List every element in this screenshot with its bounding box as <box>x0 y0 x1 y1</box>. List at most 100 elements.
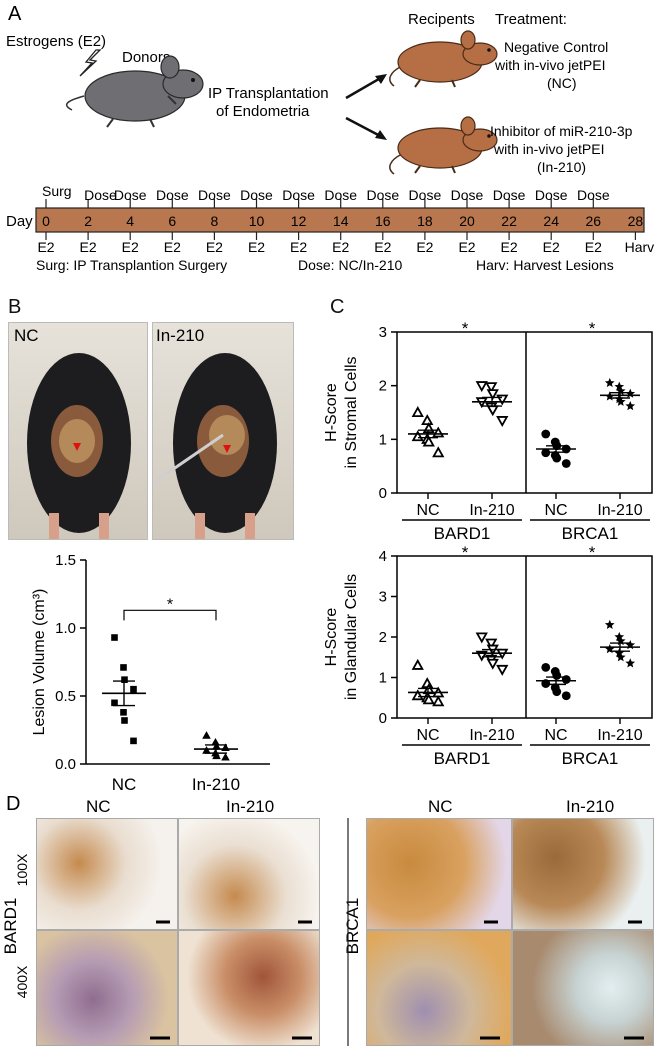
x-tick-label: NC <box>544 727 567 744</box>
x-tick-label: In-210 <box>192 775 240 794</box>
significance-star: * <box>589 543 596 562</box>
y-axis-title: in Glandular Cells <box>343 574 360 700</box>
arrow-up-right-icon <box>345 74 387 100</box>
histo-brca1-in210-100x <box>512 818 654 930</box>
y-axis-title: Lesion Volume (cm³) <box>31 589 48 736</box>
panel-b-letter: B <box>8 296 22 318</box>
dose-label: Dose <box>324 187 357 203</box>
data-point <box>411 689 424 701</box>
ip-transplant-line2: of Endometria <box>216 103 310 120</box>
histo-bard1-nc-100x <box>36 818 178 930</box>
y-axis-title: H-Score <box>323 608 340 667</box>
group-label-bard1: BARD1 <box>434 749 491 768</box>
legend-dose: Dose: NC/In-210 <box>298 257 402 273</box>
donor-mouse-icon <box>66 55 204 128</box>
x-tick-label: NC <box>112 775 137 794</box>
data-point <box>614 381 625 391</box>
data-point <box>541 448 551 458</box>
day-tick-label: 20 <box>459 213 475 229</box>
day-tick-label: 22 <box>501 213 517 229</box>
significance-star: * <box>589 319 596 338</box>
estrogens-label: Estrogens (E2) <box>6 33 106 50</box>
plot-frame <box>396 331 653 494</box>
y-tick-label: 3 <box>379 589 387 606</box>
data-point <box>625 658 636 668</box>
x-tick-label: In-210 <box>469 727 514 744</box>
d-bard1-nc-header: NC <box>86 797 111 816</box>
e2-label: E2 <box>374 239 391 255</box>
group-label-brca1: BRCA1 <box>562 749 619 768</box>
data-point <box>432 695 445 707</box>
lightning-icon <box>79 49 102 77</box>
day-label: Day <box>6 213 33 230</box>
e2-label: E2 <box>416 239 433 255</box>
y-tick-label: 1 <box>379 431 387 448</box>
data-point <box>130 737 137 745</box>
y-tick-label: 0 <box>379 485 387 502</box>
dose-label: Dose <box>577 187 610 203</box>
legend-harv: Harv: Harvest Lesions <box>476 257 614 273</box>
timeline-bar <box>35 207 645 233</box>
e2-label: E2 <box>164 239 181 255</box>
d-bard1-400x-label: 400X <box>14 965 30 998</box>
y-tick-label: 1.0 <box>55 620 76 637</box>
donors-label: Donors <box>122 49 170 66</box>
y-tick-label: 0.5 <box>55 688 76 705</box>
data-point <box>485 382 498 394</box>
data-point <box>411 406 424 417</box>
data-point <box>625 401 636 411</box>
legend-surg: Surg: IP Transplantion Surgery <box>36 257 227 273</box>
e2-label: E2 <box>543 239 560 255</box>
data-point <box>615 396 626 406</box>
e2-label: E2 <box>80 239 97 255</box>
data-point <box>121 717 128 724</box>
day-tick-label: 18 <box>417 213 433 229</box>
group-label-bard1: BARD1 <box>434 524 491 543</box>
panel-d-letter: D <box>6 793 20 815</box>
data-point <box>120 664 127 671</box>
histo-bard1-in210-100x <box>178 818 320 930</box>
ip-transplant-line1: IP Transplantation <box>208 85 329 102</box>
harv-label: Harv <box>625 239 655 255</box>
data-point <box>552 687 562 697</box>
significance-star: * <box>462 319 469 338</box>
e2-label: E2 <box>501 239 518 255</box>
data-point <box>561 459 571 468</box>
y-tick-label: 0 <box>379 710 387 727</box>
day-tick-label: 2 <box>84 213 92 229</box>
histo-brca1-in210-400x <box>512 930 654 1046</box>
y-tick-label: 1 <box>379 670 387 687</box>
dose-label: Dose <box>535 187 568 203</box>
e2-label: E2 <box>37 239 54 255</box>
data-point <box>422 422 435 434</box>
d-bard1-label: BARD1 <box>1 898 20 955</box>
data-point <box>614 631 625 642</box>
dose-label: Dose <box>198 187 231 203</box>
dose-label: Dose <box>156 187 189 203</box>
data-point <box>202 731 211 739</box>
y-tick-label: 4 <box>379 548 387 565</box>
significance-star: * <box>167 596 173 613</box>
data-point <box>496 664 509 676</box>
nc-treatment-line3: (NC) <box>547 75 577 91</box>
photo-label-nc: NC <box>14 326 39 345</box>
data-point <box>212 751 221 760</box>
recipient-mouse-in210-icon <box>389 116 498 175</box>
e2-label: E2 <box>332 239 349 255</box>
y-tick-label: 2 <box>379 629 387 646</box>
data-point <box>422 693 435 705</box>
data-point <box>411 658 424 670</box>
data-point <box>604 619 615 629</box>
dose-label: Dose <box>451 187 484 203</box>
data-point <box>614 648 625 658</box>
panel-d-labels: D NC In-210 NC In-210 100X 400X BARD1 10… <box>1 793 614 1046</box>
day-tick-label: 26 <box>586 213 602 229</box>
data-point <box>121 676 128 683</box>
e2-label: E2 <box>585 239 602 255</box>
data-point <box>615 635 626 646</box>
histo-bard1-nc-400x <box>36 930 178 1046</box>
dose-label: Dose <box>282 187 315 203</box>
y-tick-label: 1.5 <box>55 552 76 569</box>
data-point <box>486 389 499 401</box>
data-point <box>615 385 626 396</box>
